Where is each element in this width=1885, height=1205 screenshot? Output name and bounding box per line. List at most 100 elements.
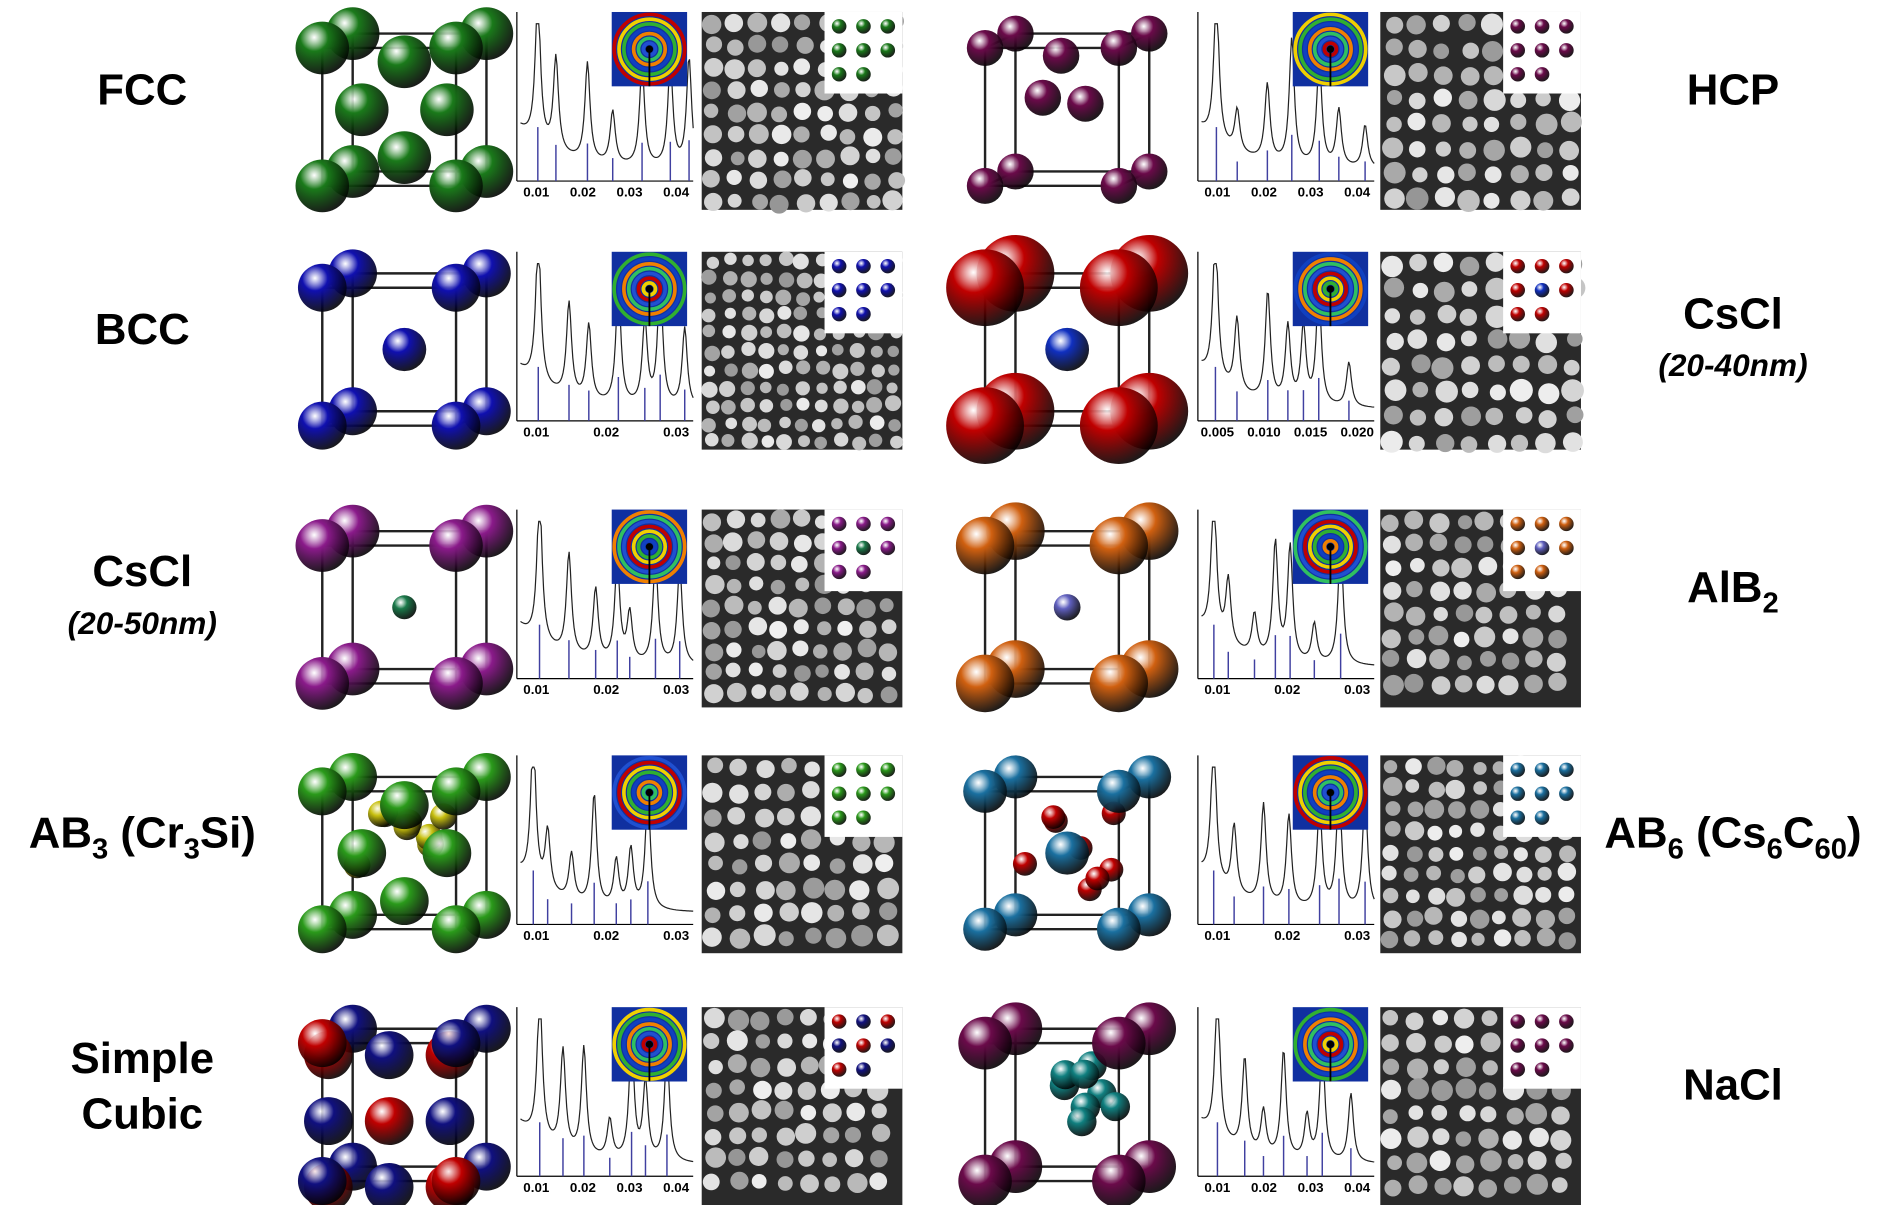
nanocrystal: [1432, 114, 1451, 132]
structure-label: CsCl: [1683, 291, 1783, 339]
nanocrystal: [863, 128, 882, 147]
nanocrystal: [885, 395, 901, 411]
nanocrystal: [851, 925, 873, 947]
nanocrystal: [850, 343, 865, 358]
nanocrystal: [1446, 888, 1465, 907]
nanocrystal: [780, 903, 799, 922]
nanocrystal: [805, 928, 821, 944]
nanocrystal: [774, 170, 792, 188]
nanocrystal: [726, 555, 741, 570]
label-part: 3: [184, 834, 200, 866]
nanocrystal: [790, 683, 809, 701]
atom: [1510, 1014, 1525, 1028]
nanocrystal: [1382, 1010, 1398, 1025]
nanocrystal: [730, 928, 751, 948]
nanocrystal: [1446, 760, 1463, 777]
nanocrystal: [1434, 1059, 1449, 1074]
atom: [429, 519, 483, 572]
x-tick-label: 0.01: [523, 425, 550, 440]
nanocrystal: [1478, 1179, 1497, 1197]
nanocrystal: [1385, 308, 1400, 323]
nanocrystal: [1427, 757, 1445, 775]
nanocrystal: [793, 126, 809, 142]
nanocrystal: [1508, 1154, 1524, 1169]
panel: SimpleCubic0.010.020.030.04: [71, 1005, 903, 1205]
atom: [856, 811, 871, 825]
nanocrystal: [742, 363, 758, 379]
nanocrystal: [816, 345, 827, 356]
nanocrystal: [727, 1030, 748, 1051]
nanocrystal: [832, 364, 848, 380]
crystal-model: [296, 7, 514, 212]
nanocrystal: [852, 437, 866, 451]
nanocrystal: [1425, 800, 1445, 819]
structure-label: AB3 (Cr3Si): [29, 810, 256, 865]
nanocrystal: [1462, 43, 1479, 59]
nanocrystal: [1432, 676, 1451, 695]
nanocrystal: [1513, 886, 1533, 905]
panel: NaCl0.010.020.030.04: [958, 1002, 1783, 1205]
nanocrystal: [1470, 823, 1485, 837]
x-tick-label: 0.01: [1204, 928, 1231, 943]
atom: [1535, 517, 1550, 531]
x-tick-label: 0.04: [1344, 1180, 1371, 1195]
atom: [1535, 19, 1550, 33]
tem-image: [1380, 510, 1581, 708]
nanocrystal: [753, 1081, 772, 1099]
nanocrystal: [1457, 656, 1472, 671]
atom: [856, 1062, 871, 1076]
nanocrystal: [751, 80, 768, 97]
nanocrystal: [1453, 1176, 1473, 1196]
nanocrystal: [732, 859, 747, 874]
nanocrystal: [1510, 137, 1531, 158]
nanocrystal: [871, 346, 883, 358]
nanocrystal: [1384, 602, 1404, 621]
nanocrystal: [1412, 354, 1431, 373]
nanocrystal: [1480, 1106, 1496, 1122]
nanocrystal: [1533, 191, 1553, 211]
nanocrystal: [1461, 331, 1477, 347]
nanocrystal: [707, 257, 719, 269]
nanocrystal: [1432, 1080, 1453, 1101]
nanocrystal: [1563, 432, 1583, 452]
nanocrystal: [830, 858, 846, 873]
nanocrystal: [1384, 278, 1404, 298]
x-tick-label: 0.02: [570, 1180, 596, 1195]
nanocrystal: [780, 399, 792, 411]
panel: AB3 (Cr3Si)0.010.020.03: [29, 753, 903, 953]
nanocrystal: [813, 644, 827, 658]
nanocrystal: [1461, 281, 1477, 297]
nanocrystal: [797, 194, 816, 212]
nanocrystal: [841, 192, 859, 210]
nanocrystal: [759, 364, 774, 379]
nanocrystal: [760, 291, 773, 304]
nanocrystal: [840, 129, 856, 144]
atom: [380, 781, 429, 829]
nanocrystal: [1563, 165, 1579, 181]
nanocrystal: [1429, 513, 1449, 533]
nanocrystal: [1458, 163, 1476, 181]
atom: [946, 249, 1024, 326]
nanocrystal: [858, 639, 877, 658]
nanocrystal: [792, 640, 808, 656]
atom: [432, 767, 481, 815]
atom: [304, 1097, 353, 1145]
nanocrystal: [822, 1153, 837, 1167]
atom: [365, 1097, 414, 1145]
nanocrystal: [1512, 908, 1531, 927]
nanocrystal: [742, 417, 757, 432]
nanocrystal: [704, 125, 722, 143]
atom: [1097, 770, 1141, 813]
crystal-model: [296, 505, 514, 710]
nanocrystal: [869, 1173, 887, 1190]
nanocrystal: [793, 307, 807, 320]
nanocrystal: [760, 326, 772, 338]
nanocrystal: [751, 1058, 771, 1077]
nanocrystal: [1567, 331, 1583, 346]
atom: [432, 1019, 481, 1067]
nanocrystal: [727, 683, 747, 702]
nanocrystal: [1406, 1033, 1426, 1053]
nanocrystal: [771, 509, 791, 528]
nanocrystal: [1558, 886, 1574, 902]
nanocrystal: [752, 645, 766, 658]
